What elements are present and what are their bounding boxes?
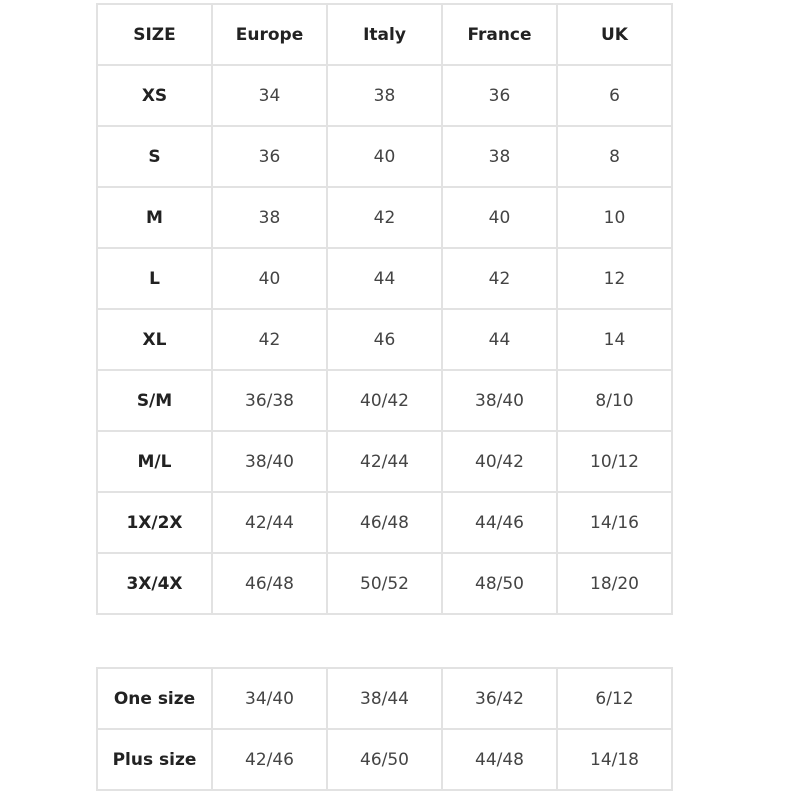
size-value-cell: 14/16 — [556, 491, 673, 554]
size-value-cell: 40/42 — [326, 369, 443, 432]
table-row: S 36 40 38 8 — [96, 125, 673, 188]
size-value-cell: 40/42 — [441, 430, 558, 493]
table-row: 1X/2X 42/44 46/48 44/46 14/16 — [96, 491, 673, 554]
size-value-cell: 42 — [211, 308, 328, 371]
table-row: XL 42 46 44 14 — [96, 308, 673, 371]
size-label-cell: M — [96, 186, 213, 249]
size-value-cell: 40 — [326, 125, 443, 188]
size-value-cell: 44/46 — [441, 491, 558, 554]
table-row: M/L 38/40 42/44 40/42 10/12 — [96, 430, 673, 493]
size-label-cell: One size — [96, 667, 213, 730]
size-value-cell: 14/18 — [556, 728, 673, 791]
size-value-cell: 36/42 — [441, 667, 558, 730]
size-value-cell: 6/12 — [556, 667, 673, 730]
column-header: France — [441, 3, 558, 66]
size-value-cell: 36/38 — [211, 369, 328, 432]
table-row: L 40 44 42 12 — [96, 247, 673, 310]
size-value-cell: 10/12 — [556, 430, 673, 493]
size-value-cell: 46 — [326, 308, 443, 371]
size-label-cell: Plus size — [96, 728, 213, 791]
size-label-cell: 3X/4X — [96, 552, 213, 615]
size-value-cell: 42 — [326, 186, 443, 249]
size-value-cell: 14 — [556, 308, 673, 371]
column-header: UK — [556, 3, 673, 66]
size-label-cell: S — [96, 125, 213, 188]
size-value-cell: 8/10 — [556, 369, 673, 432]
size-label-cell: 1X/2X — [96, 491, 213, 554]
size-value-cell: 38/44 — [326, 667, 443, 730]
size-value-cell: 40 — [441, 186, 558, 249]
size-value-cell: 40 — [211, 247, 328, 310]
size-value-cell: 38/40 — [211, 430, 328, 493]
size-value-cell: 8 — [556, 125, 673, 188]
size-label-cell: S/M — [96, 369, 213, 432]
size-value-cell: 46/50 — [326, 728, 443, 791]
size-value-cell: 38/40 — [441, 369, 558, 432]
size-label-cell: XL — [96, 308, 213, 371]
one-plus-size-table: One size 34/40 38/44 36/42 6/12 Plus size 42/4… — [96, 667, 673, 791]
table-row: M 38 42 40 10 — [96, 186, 673, 249]
size-value-cell: 34 — [211, 64, 328, 127]
column-header: Europe — [211, 3, 328, 66]
size-label-cell: L — [96, 247, 213, 310]
table-row: 3X/4X 46/48 50/52 48/50 18/20 — [96, 552, 673, 615]
size-value-cell: 38 — [441, 125, 558, 188]
size-value-cell: 42/46 — [211, 728, 328, 791]
size-value-cell: 44 — [326, 247, 443, 310]
size-value-cell: 42/44 — [211, 491, 328, 554]
table-row: One size 34/40 38/44 36/42 6/12 — [96, 667, 673, 730]
size-value-cell: 12 — [556, 247, 673, 310]
size-value-cell: 10 — [556, 186, 673, 249]
table-row: XS 34 38 36 6 — [96, 64, 673, 127]
size-value-cell: 38 — [211, 186, 328, 249]
size-value-cell: 44 — [441, 308, 558, 371]
size-value-cell: 38 — [326, 64, 443, 127]
size-chart-table: SIZE Europe Italy France UK XS 34 38 36 6 S 36 40 38 8… — [96, 3, 673, 615]
table-row: Plus size 42/46 46/50 44/48 14/18 — [96, 728, 673, 791]
size-value-cell: 44/48 — [441, 728, 558, 791]
size-value-cell: 6 — [556, 64, 673, 127]
size-value-cell: 42/44 — [326, 430, 443, 493]
size-value-cell: 34/40 — [211, 667, 328, 730]
size-value-cell: 18/20 — [556, 552, 673, 615]
header-row: SIZE Europe Italy France UK — [96, 3, 673, 66]
size-value-cell: 36 — [211, 125, 328, 188]
size-value-cell: 46/48 — [326, 491, 443, 554]
size-label-cell: XS — [96, 64, 213, 127]
size-value-cell: 36 — [441, 64, 558, 127]
size-value-cell: 50/52 — [326, 552, 443, 615]
table-row: S/M 36/38 40/42 38/40 8/10 — [96, 369, 673, 432]
column-header: SIZE — [96, 3, 213, 66]
size-value-cell: 48/50 — [441, 552, 558, 615]
size-label-cell: M/L — [96, 430, 213, 493]
size-value-cell: 42 — [441, 247, 558, 310]
column-header: Italy — [326, 3, 443, 66]
size-value-cell: 46/48 — [211, 552, 328, 615]
